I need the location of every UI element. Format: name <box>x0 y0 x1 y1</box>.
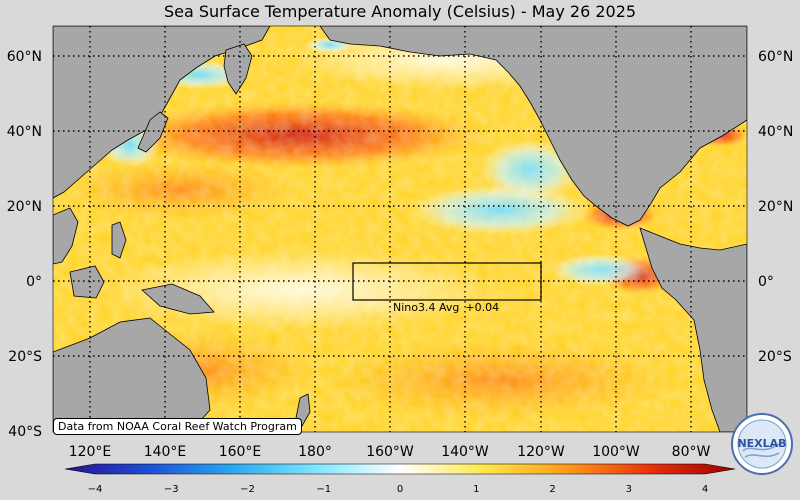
colorbar-tick-label: 3 <box>626 484 632 495</box>
north-america <box>319 26 747 227</box>
map-title: Sea Surface Temperature Anomaly (Celsius… <box>163 2 637 21</box>
lon-label: 80°W <box>672 444 711 460</box>
colorbar-tick-label: −4 <box>88 484 103 495</box>
lon-labels: 120°E 140°E 160°E 180° 160°W 140°W 120°W… <box>69 444 711 460</box>
lon-label: 180° <box>298 444 332 460</box>
data-credit: Data from NOAA Coral Reef Watch Program <box>53 418 302 435</box>
lon-label: 120°E <box>69 444 112 460</box>
lon-label: 140°E <box>144 444 187 460</box>
lon-label: 160°E <box>219 444 262 460</box>
colorbar-tick-label: −3 <box>164 484 179 495</box>
logo-text: NEXLAB <box>737 437 786 450</box>
lat-label: 40°N <box>7 124 42 140</box>
australia <box>53 317 211 432</box>
colorbar-tick-label: −2 <box>240 484 255 495</box>
lat-label: 60°N <box>758 49 793 65</box>
new-guinea <box>141 283 215 315</box>
colorbar-tick-label: −1 <box>316 484 331 495</box>
map-panel <box>53 26 747 432</box>
colorbar-gradient <box>64 463 736 475</box>
lat-labels-left: 60°N 40°N 20°N 0° 20°S 40°S <box>7 49 42 440</box>
indochina <box>53 207 79 265</box>
lon-label: 140°W <box>441 444 489 460</box>
graticule <box>53 26 747 432</box>
lon-label: 100°W <box>592 444 640 460</box>
lat-label: 0° <box>758 274 774 290</box>
colorbar-tick-label: 0 <box>397 484 403 495</box>
lat-label: 20°N <box>758 199 793 215</box>
colorbar-tick-labels: −4 −3 −2 −1 0 1 2 3 4 <box>88 484 709 495</box>
colorbar-tick-label: 1 <box>473 484 479 495</box>
philippines <box>111 221 127 259</box>
lat-label: 20°S <box>8 349 42 365</box>
land <box>53 26 747 432</box>
lon-label: 120°W <box>517 444 565 460</box>
lon-label: 160°W <box>366 444 414 460</box>
lat-label: 0° <box>26 274 42 290</box>
lat-label: 20°S <box>758 349 792 365</box>
borneo <box>69 265 105 299</box>
lat-label: 40°N <box>758 124 793 140</box>
colorbar: −4 −3 −2 −1 0 1 2 3 4 <box>64 463 736 495</box>
map-frame <box>52 25 748 433</box>
kamchatka <box>223 43 253 95</box>
lat-label: 60°N <box>7 49 42 65</box>
nino34-annotation: Nino3.4 Avg +0.04 <box>393 301 499 314</box>
colorbar-tick-label: 4 <box>702 484 708 495</box>
colorbar-tick-label: 2 <box>549 484 555 495</box>
lat-label: 20°N <box>7 199 42 215</box>
japan <box>137 111 169 153</box>
nexlab-logo: NEXLAB <box>731 413 793 475</box>
lat-label: 40°S <box>8 424 42 440</box>
lat-labels-right: 60°N 40°N 20°N 0° 20°S <box>758 49 793 365</box>
